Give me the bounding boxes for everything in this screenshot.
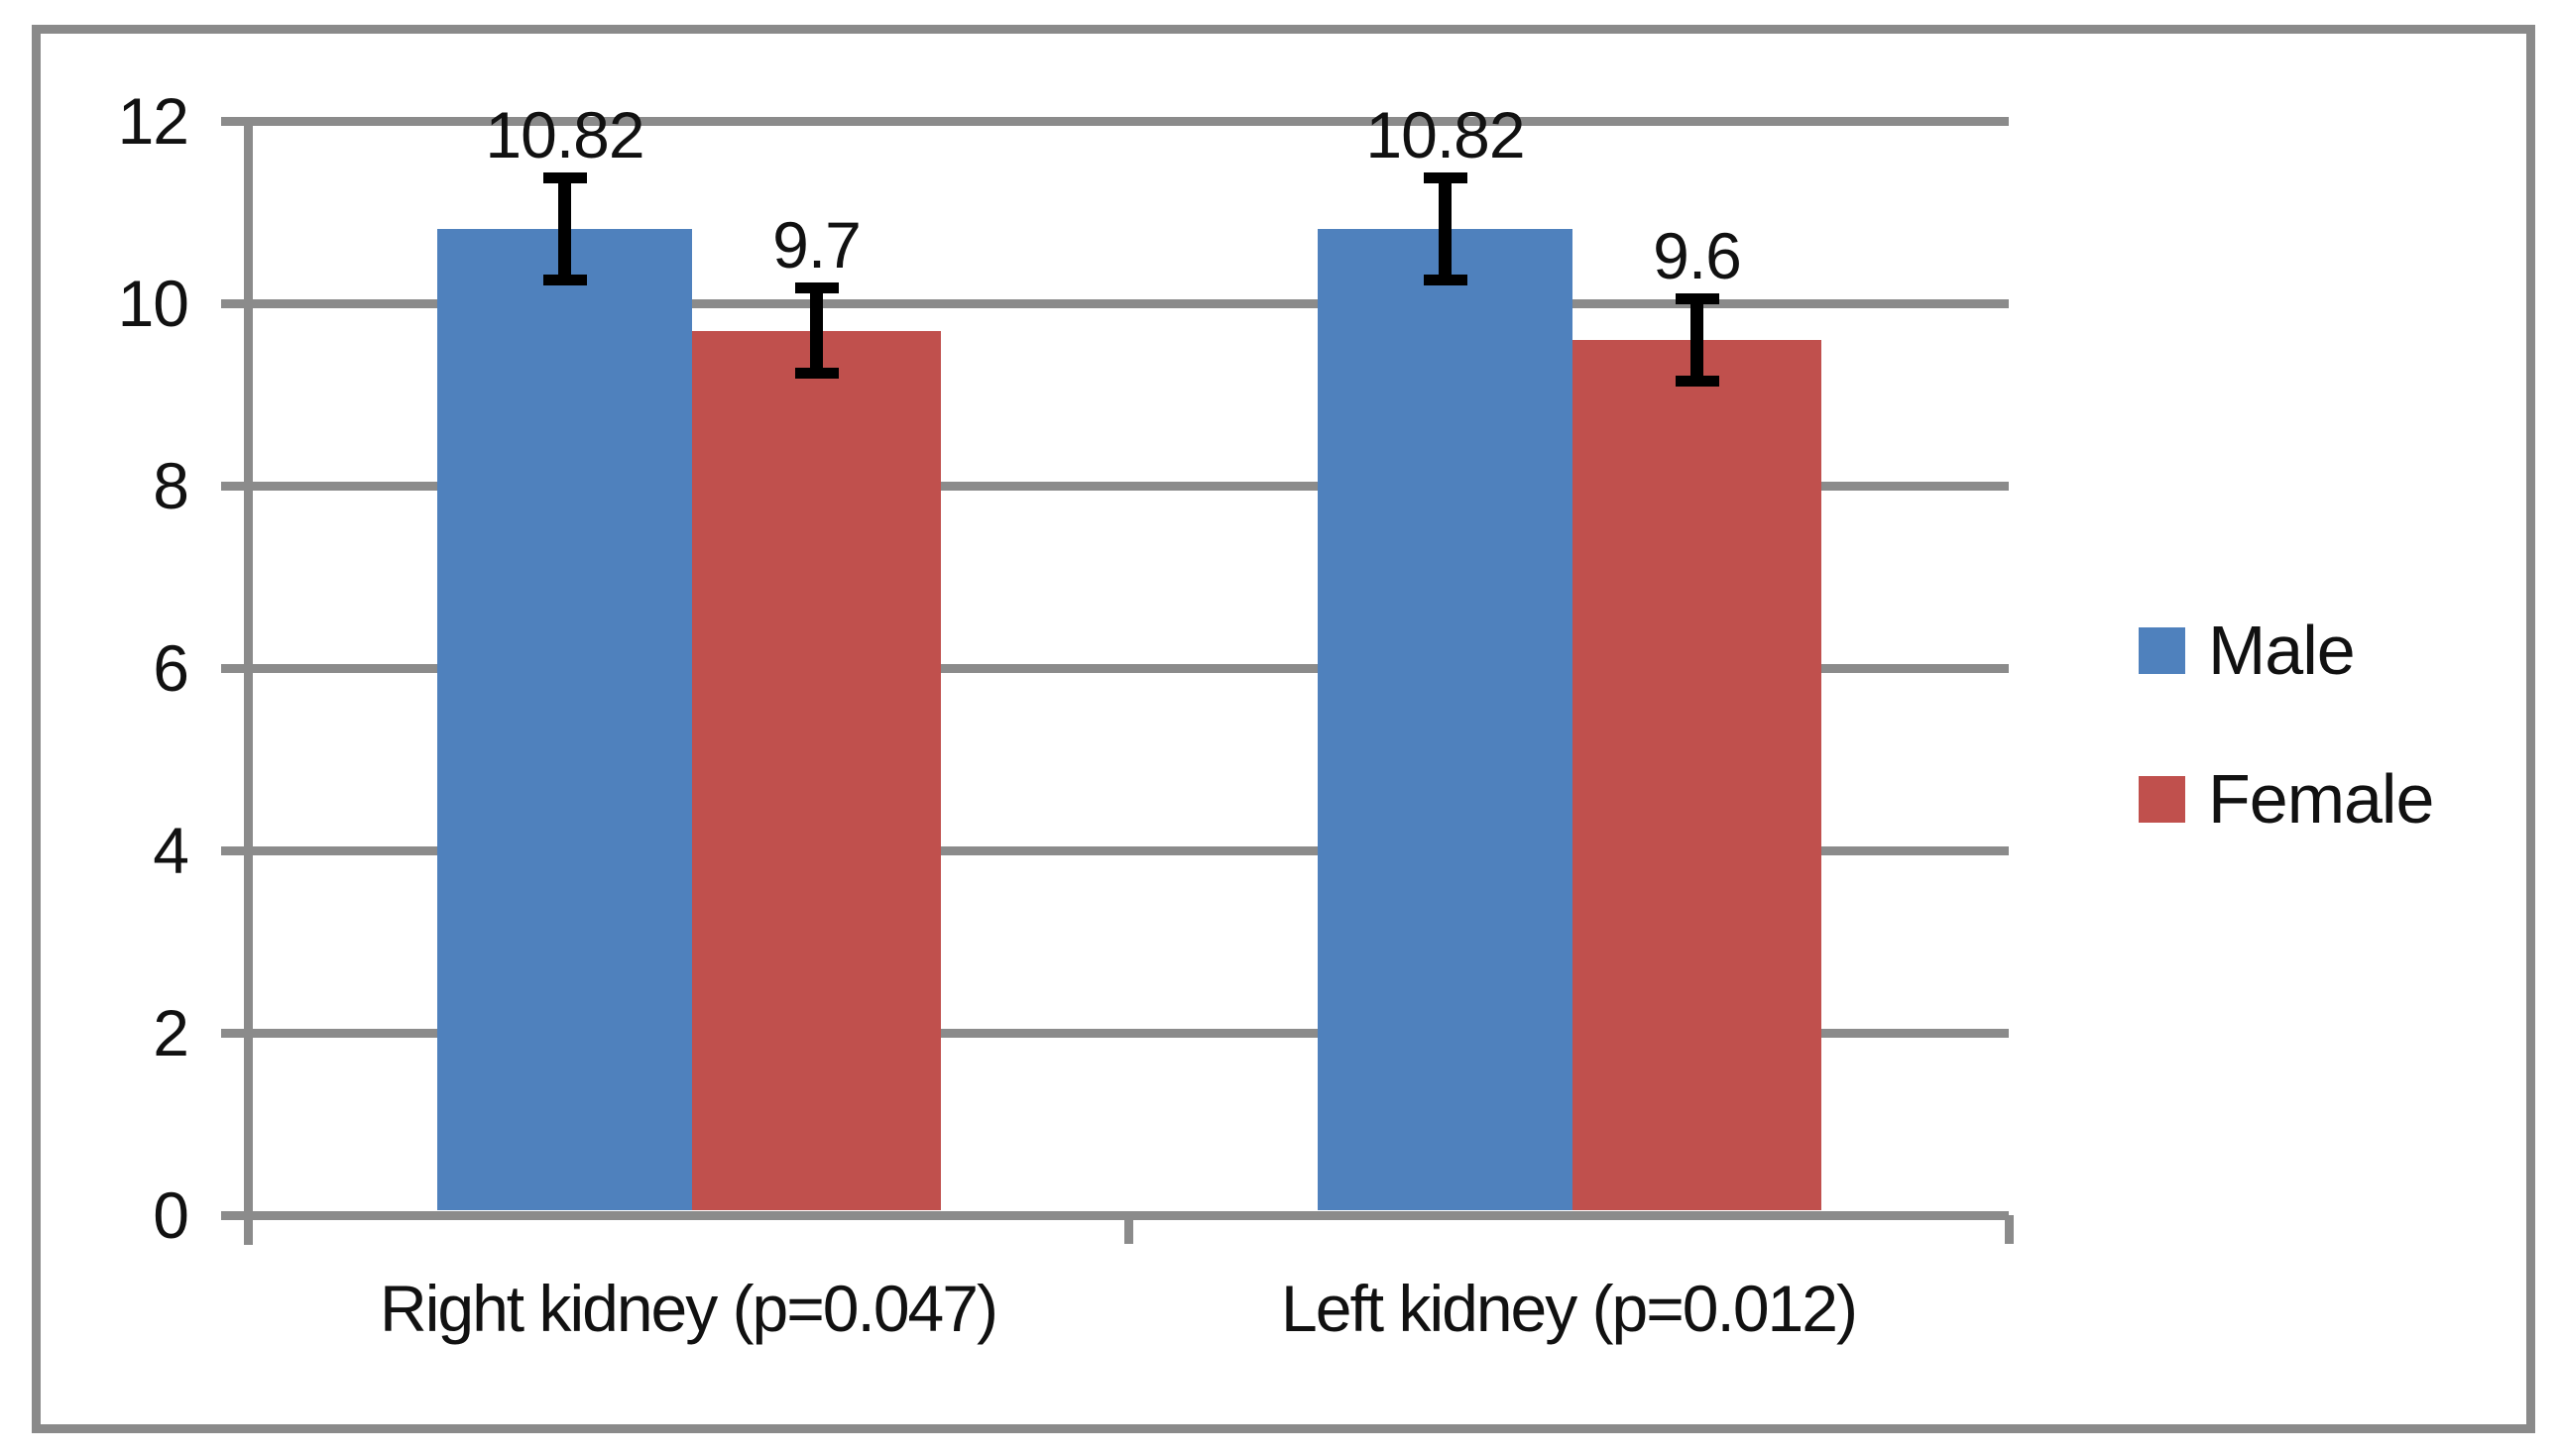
error-bar-cap [1423,171,1467,183]
error-bar-cap [542,171,587,183]
error-bar-stem [1439,177,1452,280]
y-tick-label: 6 [153,631,189,705]
legend-item-male: Male [2139,616,2356,685]
error-bar-stem [810,287,823,374]
data-label: 10.82 [1365,98,1525,172]
category-label: Left kidney (p=0.012) [1281,1272,1858,1345]
y-tick-label: 2 [153,996,189,1069]
data-label: 9.6 [1653,219,1742,293]
gridline [221,663,2009,673]
x-axis-tick [2004,1215,2014,1244]
category-label: Right kidney (p=0.047) [380,1272,998,1345]
error-bar-cap [794,368,839,380]
legend-label: Female [2208,760,2434,838]
data-label: 9.7 [772,208,862,282]
figure-border [32,25,2535,1433]
error-bar-cap [542,274,587,285]
gridline [221,1028,2009,1038]
gridline [221,481,2009,491]
y-tick-label: 8 [153,449,189,522]
data-label: 10.82 [485,98,644,172]
bar-female [1572,339,1821,1211]
gridline [221,116,2009,126]
y-tick-label: 12 [117,84,189,158]
y-tick-label: 10 [117,267,189,340]
error-bar-cap [1423,274,1467,285]
legend-swatch-male [2139,626,2185,674]
bar-female [692,330,941,1211]
legend-swatch-female [2139,775,2185,823]
bar-male [1318,228,1572,1211]
gridline [221,1210,2009,1220]
gridline [221,845,2009,855]
x-axis-tick [1123,1215,1133,1244]
legend-label: Male [2208,612,2356,689]
gridline [221,298,2009,308]
error-bar-cap [1675,375,1719,387]
legend-item-female: Female [2139,764,2434,834]
error-bar-cap [1675,292,1719,304]
error-bar-stem [1690,298,1703,382]
error-bar-cap [794,281,839,293]
y-axis-line [243,116,253,1245]
y-tick-label: 0 [153,1178,189,1252]
y-tick-label: 4 [153,814,189,887]
bar-male [437,228,692,1211]
error-bar-stem [558,177,571,280]
